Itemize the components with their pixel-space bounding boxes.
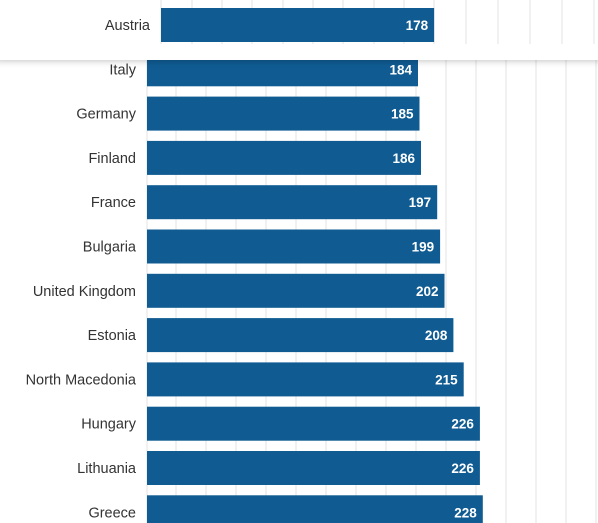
- label-layer: Austria 178 Italy 184 Germany 185 Finland 186 Fr…: [26, 18, 478, 521]
- category-label: Lithuania: [77, 461, 137, 477]
- value-label: 184: [389, 62, 412, 77]
- bar: [147, 185, 438, 220]
- category-label: Bulgaria: [83, 240, 137, 256]
- highlighted-bar: [161, 8, 435, 42]
- highlighted-value-label: 178: [406, 18, 429, 33]
- bar: [147, 451, 480, 485]
- bar: [147, 140, 421, 175]
- category-label: Finland: [88, 151, 136, 167]
- bar: [147, 495, 483, 523]
- value-label: 197: [409, 195, 432, 210]
- bar: [147, 273, 445, 308]
- value-label: 226: [451, 461, 474, 476]
- value-label: 199: [412, 240, 435, 255]
- category-label: France: [91, 195, 136, 211]
- category-label: Estonia: [88, 328, 137, 344]
- value-label: 202: [416, 284, 439, 299]
- category-label: United Kingdom: [33, 284, 136, 300]
- value-label: 226: [451, 417, 474, 432]
- bar: [147, 362, 464, 397]
- category-label: North Macedonia: [26, 372, 137, 388]
- bar: [147, 406, 480, 441]
- bar: [147, 229, 441, 264]
- value-label: 186: [392, 151, 415, 166]
- highlighted-category-label: Austria: [105, 18, 151, 34]
- value-label: 208: [425, 328, 448, 343]
- bar-layer: [147, 8, 483, 523]
- value-label: 228: [454, 505, 477, 520]
- category-label: Italy: [109, 62, 136, 78]
- bar: [147, 318, 454, 353]
- overlay-layer: Austria 178: [0, 0, 598, 60]
- category-label: Greece: [88, 505, 136, 521]
- category-label: Germany: [76, 107, 136, 123]
- value-label: 185: [391, 107, 414, 122]
- value-label: 215: [435, 372, 458, 387]
- bar: [147, 96, 420, 131]
- category-label: Hungary: [81, 417, 137, 433]
